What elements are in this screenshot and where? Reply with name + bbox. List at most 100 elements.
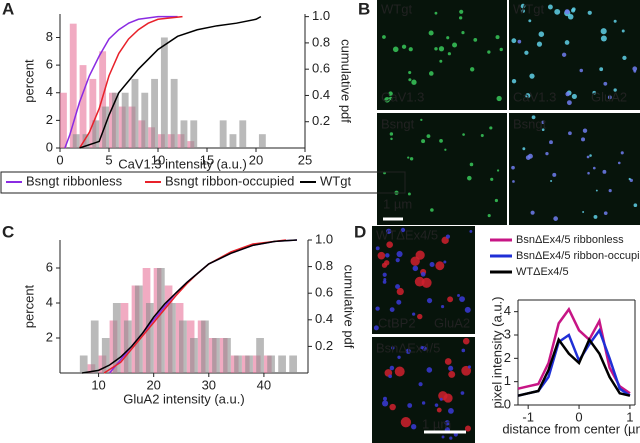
y2-tick-label: 1.0 xyxy=(312,8,330,23)
image-label: CaV1.3 xyxy=(513,89,556,104)
puncta xyxy=(517,39,522,44)
puncta xyxy=(586,155,590,159)
puncta xyxy=(418,382,423,387)
puncta xyxy=(464,425,472,432)
puncta xyxy=(412,265,419,272)
puncta xyxy=(420,118,423,122)
puncta xyxy=(388,91,393,96)
puncta xyxy=(415,250,425,260)
puncta xyxy=(602,169,607,174)
puncta xyxy=(389,96,393,101)
image-label: 1 µm xyxy=(422,416,451,431)
puncta xyxy=(436,407,442,413)
puncta xyxy=(438,46,445,52)
puncta xyxy=(549,140,553,145)
puncta xyxy=(511,78,517,84)
image-label: CaV1.3 xyxy=(381,89,424,104)
puncta xyxy=(447,52,451,56)
puncta xyxy=(567,13,574,20)
histogram-bar xyxy=(289,355,297,373)
legend-label: WTgt xyxy=(320,173,351,188)
histogram-bar xyxy=(219,120,227,148)
puncta xyxy=(613,88,617,92)
image-label: CtBP2 xyxy=(378,315,416,330)
puncta xyxy=(521,9,525,13)
y2-axis-label: cumulative pdf xyxy=(342,265,357,349)
puncta xyxy=(396,287,404,296)
puncta xyxy=(385,253,390,258)
puncta xyxy=(467,175,472,181)
puncta xyxy=(531,115,536,120)
histogram-bar xyxy=(168,303,176,373)
puncta xyxy=(386,228,392,234)
histogram-bar xyxy=(245,355,253,373)
histogram-bar xyxy=(234,355,242,373)
image-label: GluA2 xyxy=(434,315,470,330)
histogram-bar xyxy=(131,78,139,148)
x-tick-label: 5 xyxy=(105,152,112,167)
puncta xyxy=(528,19,532,23)
puncta xyxy=(495,35,500,40)
puncta xyxy=(541,128,545,132)
image-tile xyxy=(509,113,640,225)
puncta xyxy=(430,208,434,212)
puncta xyxy=(438,391,448,401)
histogram-bar xyxy=(267,355,275,373)
image-label: GluA2 xyxy=(591,89,627,104)
histogram-bar xyxy=(156,268,165,373)
puncta xyxy=(435,261,445,271)
histogram-bar xyxy=(123,320,132,373)
y-tick-label: 6 xyxy=(46,259,53,274)
puncta xyxy=(462,133,465,136)
x-tick-label: 15 xyxy=(200,152,214,167)
puncta xyxy=(499,47,503,52)
puncta xyxy=(608,189,612,193)
histogram-bar xyxy=(201,320,209,373)
puncta xyxy=(527,153,533,159)
puncta xyxy=(620,151,624,155)
y-tick-label: 3 xyxy=(504,326,511,341)
puncta xyxy=(408,78,412,82)
puncta xyxy=(408,70,412,75)
histogram-bar xyxy=(79,355,88,373)
histogram-bar xyxy=(229,134,237,148)
legend-box xyxy=(0,171,406,194)
puncta xyxy=(449,436,453,440)
puncta xyxy=(522,147,526,151)
y-tick-label: 2 xyxy=(46,112,53,127)
puncta xyxy=(550,179,553,183)
puncta xyxy=(434,403,439,407)
puncta xyxy=(409,157,414,161)
puncta xyxy=(384,96,390,103)
histogram-bar xyxy=(102,106,109,148)
histogram-bar xyxy=(190,120,198,148)
puncta xyxy=(511,38,517,44)
histogram-bar xyxy=(111,92,119,148)
puncta xyxy=(487,50,491,54)
puncta xyxy=(607,95,612,100)
puncta xyxy=(460,391,465,395)
image-label: BsnΔEx4/5 xyxy=(376,340,440,355)
puncta xyxy=(407,156,410,159)
y-tick-label: 2 xyxy=(46,329,53,344)
puncta xyxy=(592,90,597,95)
puncta xyxy=(529,73,535,79)
image-label: Bsngt xyxy=(513,116,547,131)
puncta xyxy=(603,81,608,86)
puncta xyxy=(469,162,474,167)
histogram-bar xyxy=(60,92,67,148)
puncta xyxy=(392,46,399,53)
x-axis-label: GluA2 intensity (a.u.) xyxy=(123,391,244,406)
legend-label: Bsngt ribbonless xyxy=(26,173,123,188)
puncta xyxy=(410,256,420,266)
puncta xyxy=(405,348,411,354)
image-label: WTΔEx4/5 xyxy=(376,227,438,242)
histogram-bar xyxy=(121,92,129,148)
puncta xyxy=(520,3,526,9)
x-axis-label: CaV1.3 intensity (a.u.) xyxy=(118,156,247,171)
puncta xyxy=(420,271,426,277)
puncta xyxy=(633,203,638,208)
puncta xyxy=(553,216,558,221)
puncta xyxy=(444,420,450,426)
x-tick-label: 25 xyxy=(298,152,312,167)
